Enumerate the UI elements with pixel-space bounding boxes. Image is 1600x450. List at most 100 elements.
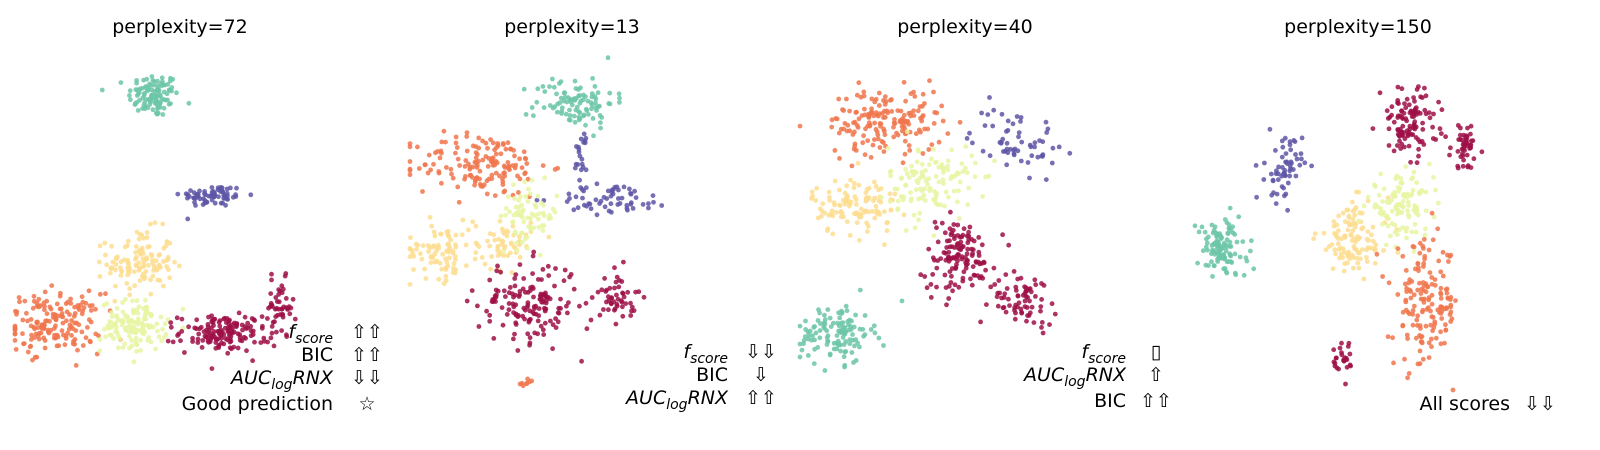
scatter-point xyxy=(1049,160,1055,166)
scatter-point xyxy=(836,341,842,347)
scatter-point xyxy=(827,194,832,200)
scatter-point xyxy=(499,242,505,247)
scatter-point xyxy=(1205,247,1210,253)
scatter-point xyxy=(1298,151,1304,157)
scatter-point xyxy=(1332,247,1338,253)
scatter-point xyxy=(901,212,907,218)
scatter-point xyxy=(856,214,862,220)
scatter-point xyxy=(239,322,245,328)
scatter-point xyxy=(1430,124,1435,130)
scatter-point xyxy=(1426,297,1432,303)
scatter-point xyxy=(826,212,832,218)
scatter-point xyxy=(940,166,946,172)
scatter-point xyxy=(1447,312,1453,317)
scatter-point xyxy=(1392,222,1398,228)
scatter-point xyxy=(597,113,603,118)
scatter-point xyxy=(999,295,1004,301)
scatter-point xyxy=(1330,266,1336,271)
scatter-point xyxy=(501,288,507,294)
annotation-label: BIC xyxy=(1094,390,1126,412)
annotation-label: AUClogRNX xyxy=(1022,364,1127,390)
panel-title: perplexity=13 xyxy=(504,16,640,38)
cluster-lime xyxy=(498,175,560,258)
scatter-point xyxy=(432,251,438,257)
scatter-point xyxy=(522,156,528,161)
scatter-point xyxy=(1379,221,1385,227)
scatter-point xyxy=(961,226,967,232)
scatter-point xyxy=(842,349,848,355)
scatter-point xyxy=(594,212,600,218)
scatter-point xyxy=(498,151,504,157)
scatter-point xyxy=(159,338,165,344)
scatter-point xyxy=(425,170,431,176)
scatter-point xyxy=(1386,216,1391,222)
scatter-point xyxy=(525,199,531,204)
scatter-point xyxy=(111,336,116,341)
scatter-point xyxy=(881,149,887,155)
scatter-point xyxy=(852,129,857,135)
scatter-point xyxy=(822,312,827,318)
scatter-point xyxy=(80,343,86,348)
scatter-point xyxy=(1352,224,1358,230)
scatter-point xyxy=(1274,191,1280,197)
scatter-point xyxy=(938,202,943,208)
scatter-point xyxy=(1372,260,1378,266)
scatter-point xyxy=(115,345,121,351)
scatter-point xyxy=(1398,146,1404,151)
scatter-point xyxy=(964,251,970,257)
scatter-point xyxy=(237,337,243,343)
scatter-point xyxy=(546,234,552,240)
scatter-point xyxy=(872,215,878,221)
scatter-point xyxy=(1219,235,1225,241)
cluster-crimson xyxy=(918,209,1012,308)
scatter-point xyxy=(127,286,133,291)
scatter-point xyxy=(916,127,922,133)
scatter-point xyxy=(1350,228,1356,234)
scatter-point xyxy=(957,179,963,185)
scatter-point xyxy=(216,342,222,348)
scatter-point xyxy=(512,283,518,289)
scatter-point xyxy=(931,233,937,239)
scatter-point xyxy=(1410,322,1416,328)
scatter-point xyxy=(545,263,551,269)
scatter-point xyxy=(630,206,636,211)
scatter-point xyxy=(407,282,413,287)
scatter-point xyxy=(943,285,949,290)
scatter-point xyxy=(966,233,972,239)
scatter-point xyxy=(572,97,578,103)
scatter-point xyxy=(875,136,881,142)
scatter-point xyxy=(1365,229,1371,235)
scatter-point xyxy=(123,297,128,302)
scatter-point xyxy=(1364,259,1370,264)
scatter-point xyxy=(1203,262,1209,268)
scatter-point xyxy=(441,128,447,134)
scatter-point xyxy=(1430,237,1436,243)
scatter-point xyxy=(163,331,169,337)
scatter-point xyxy=(535,86,541,92)
annotation-label: fscore xyxy=(1081,341,1126,367)
scatter-point xyxy=(948,232,954,238)
scatter-point xyxy=(1429,314,1435,320)
scatter-point xyxy=(1465,125,1470,131)
scatter-point xyxy=(1225,231,1231,237)
scatter-points xyxy=(407,55,665,389)
scatter-point xyxy=(797,341,803,347)
scatter-point xyxy=(133,335,139,341)
scatter-point xyxy=(1297,162,1303,168)
scatter-point xyxy=(473,150,479,156)
scatter-point xyxy=(117,265,123,271)
scatter-point xyxy=(551,84,557,90)
scatter-point xyxy=(1283,151,1289,157)
scatter-point xyxy=(1377,210,1383,216)
scatter-point xyxy=(112,321,118,327)
scatter-point xyxy=(985,112,991,117)
scatter-point xyxy=(81,305,87,311)
scatter-point xyxy=(797,123,803,129)
scatter-point xyxy=(856,80,862,86)
scatter-point xyxy=(134,349,139,354)
scatter-point xyxy=(1039,281,1044,286)
scatter-point xyxy=(550,76,555,82)
scatter-point xyxy=(851,185,857,191)
scatter-point xyxy=(68,296,73,302)
